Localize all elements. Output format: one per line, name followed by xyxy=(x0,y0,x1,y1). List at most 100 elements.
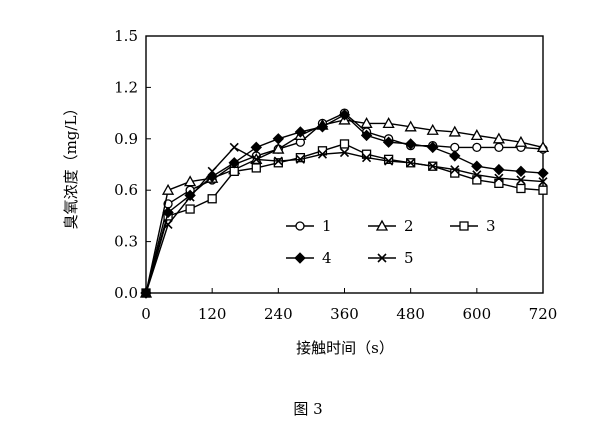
data-point xyxy=(294,126,307,138)
data-point xyxy=(470,129,483,141)
x-tick-label: 0 xyxy=(141,305,151,323)
legend-item-3: 3 xyxy=(450,217,496,235)
data-point xyxy=(295,152,306,163)
legend-label: 4 xyxy=(322,249,332,267)
data-point xyxy=(339,139,350,149)
data-point xyxy=(538,177,548,187)
data-point xyxy=(514,135,528,147)
legend-label: 1 xyxy=(322,217,332,235)
data-point xyxy=(161,183,175,195)
data-point xyxy=(163,219,173,230)
data-point xyxy=(516,183,526,194)
data-point xyxy=(382,117,395,129)
data-point xyxy=(251,154,261,164)
data-point xyxy=(250,141,262,154)
legend-marker xyxy=(375,219,389,231)
data-point xyxy=(382,136,395,148)
data-point xyxy=(472,142,482,153)
data-point xyxy=(316,121,329,133)
data-point xyxy=(272,133,285,145)
series-layer xyxy=(139,108,550,299)
data-point xyxy=(384,156,394,166)
data-point xyxy=(515,165,527,178)
data-point xyxy=(361,153,372,163)
data-point xyxy=(406,158,416,168)
legend-item-2: 2 xyxy=(368,217,414,235)
data-point xyxy=(427,141,439,154)
data-point xyxy=(492,132,505,144)
legend-marker xyxy=(459,221,469,231)
data-point xyxy=(472,170,482,180)
data-point xyxy=(317,149,328,159)
legend-item-1: 1 xyxy=(286,217,332,235)
data-point xyxy=(536,141,550,153)
data-point xyxy=(537,167,549,179)
data-point xyxy=(360,129,373,142)
data-point xyxy=(251,163,261,173)
data-point xyxy=(272,142,285,154)
series-line xyxy=(145,143,544,294)
data-point xyxy=(516,175,526,185)
data-point xyxy=(426,123,439,135)
data-point xyxy=(229,166,239,177)
data-point xyxy=(538,185,548,195)
legend-item-5: 5 xyxy=(368,249,414,267)
x-tick-label: 480 xyxy=(396,305,425,323)
data-point xyxy=(228,157,240,169)
data-point xyxy=(184,175,197,187)
legend-marker xyxy=(295,221,305,231)
y-tick-label: 0.0 xyxy=(114,284,138,302)
data-point xyxy=(449,150,461,162)
data-point xyxy=(273,156,283,166)
series-4 xyxy=(140,109,549,299)
data-point xyxy=(494,178,504,188)
legend-label: 2 xyxy=(404,217,414,235)
y-tick-label: 0.3 xyxy=(114,233,138,251)
legend-label: 3 xyxy=(486,217,496,235)
chart: 0.0 0.3 0.6 0.9 1.2 1.5 0 120 240 360 480 600 720 1… xyxy=(62,27,557,357)
y-axis: 0.0 0.3 0.6 0.9 1.2 1.5 xyxy=(114,27,151,302)
data-point xyxy=(494,142,504,153)
data-point xyxy=(295,154,305,164)
x-tick-label: 120 xyxy=(198,305,227,323)
y-axis-label: 臭氧浓度（mg/L） xyxy=(62,101,80,230)
data-point xyxy=(141,288,151,298)
x-tick-label: 240 xyxy=(264,305,293,323)
data-point xyxy=(472,175,482,185)
y-tick-label: 0.6 xyxy=(114,181,138,199)
data-point xyxy=(185,204,195,214)
data-point xyxy=(450,142,460,153)
data-point xyxy=(404,120,417,132)
data-point xyxy=(338,109,351,121)
y-tick-label: 1.5 xyxy=(114,27,138,45)
data-point xyxy=(185,192,195,202)
plot-area xyxy=(145,35,544,294)
x-axis-label: 接触时间（s） xyxy=(296,339,394,357)
data-point xyxy=(162,206,174,219)
series-line xyxy=(145,146,544,294)
x-tick-label: 600 xyxy=(463,305,492,323)
figure-caption: 图 3 xyxy=(293,400,323,418)
data-point xyxy=(404,138,417,150)
legend-marker xyxy=(377,253,387,263)
data-point xyxy=(448,125,461,137)
data-point xyxy=(229,142,239,152)
legend: 1 2 3 4 5 xyxy=(286,217,496,267)
legend-marker xyxy=(294,252,306,264)
data-point xyxy=(273,158,283,168)
data-point xyxy=(493,163,505,176)
x-tick-label: 720 xyxy=(529,305,558,323)
x-tick-label: 360 xyxy=(330,305,359,323)
legend-label: 5 xyxy=(404,249,414,267)
data-point xyxy=(428,161,438,171)
data-point xyxy=(360,117,373,129)
data-point xyxy=(494,173,504,183)
x-axis: 0 120 240 360 480 600 720 xyxy=(141,288,557,323)
data-point xyxy=(207,166,217,176)
plot-border xyxy=(145,35,544,294)
y-tick-label: 1.2 xyxy=(114,78,138,96)
data-point xyxy=(339,147,350,158)
data-point xyxy=(207,194,217,204)
data-point xyxy=(450,165,460,175)
series-5 xyxy=(141,142,548,298)
